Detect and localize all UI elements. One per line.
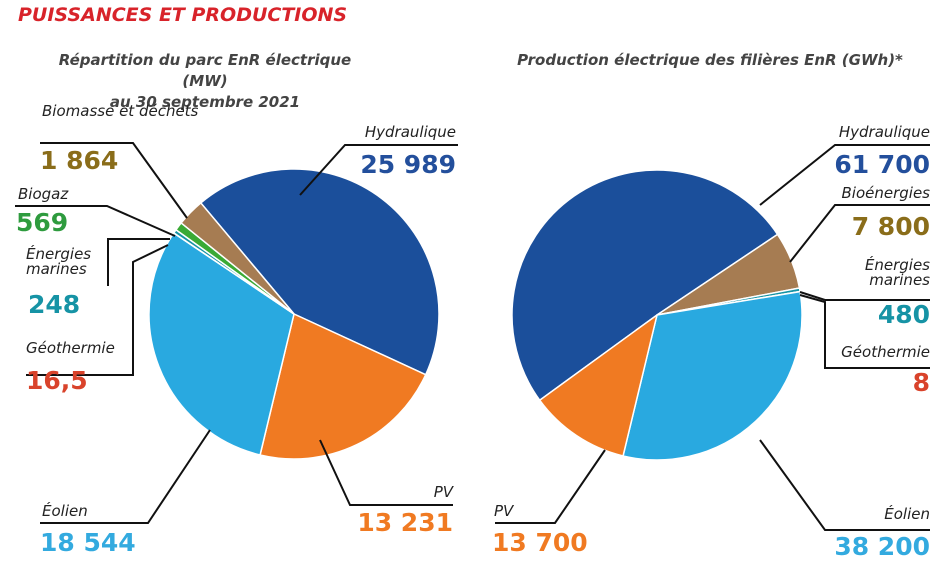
label-pv-right: PV — [494, 502, 514, 520]
label-pv-left: PV — [433, 483, 453, 501]
value-marines-left: 248 — [28, 290, 81, 319]
value-marines-right: 480 — [877, 300, 930, 329]
left-subtitle: au 30 septembre 2021 — [109, 93, 301, 111]
pie-slice-éolien — [148, 232, 295, 456]
value-pv-left: 13 231 — [357, 508, 453, 537]
leader-bio-right — [789, 204, 930, 263]
pie-right — [511, 169, 803, 461]
label-biomasse: Biomasse et déchets — [42, 102, 199, 120]
label-marines-left: Énergies marines — [26, 245, 92, 278]
label-marines-right: Énergies marines — [864, 256, 930, 289]
pie-slice-biomasse-et-déchets — [180, 201, 295, 315]
value-biomasse: 1 864 — [40, 146, 119, 175]
pie-slice-pv — [538, 313, 659, 457]
leader-marines-right — [799, 291, 930, 301]
leader-marines-left — [107, 238, 170, 286]
value-hydro-left: 25 989 — [360, 150, 456, 179]
leader-biogaz — [15, 205, 176, 237]
label-eolien-left: Éolien — [42, 502, 88, 520]
leader-geothermie-right — [799, 294, 930, 369]
label-bio-right: Bioénergies — [841, 184, 931, 202]
value-bio-right: 7 800 — [851, 212, 930, 241]
leader-hydro-left — [299, 144, 458, 196]
pie-slice-pv — [259, 312, 427, 460]
label-hydro-right: Hydraulique — [838, 123, 930, 141]
label-biogaz: Biogaz — [18, 185, 69, 203]
leader-eolien-left — [40, 429, 211, 524]
section-title: PUISSANCES ET PRODUCTIONS — [18, 4, 348, 26]
leader-eolien-right — [759, 439, 930, 531]
pie-slice-hydraulique — [199, 168, 440, 376]
leader-pv-left — [319, 439, 453, 506]
right-chart-title: Production électrique des filières EnR (… — [517, 51, 903, 69]
leader-pv-right — [495, 449, 606, 524]
label-hydro-left: Hydraulique — [364, 123, 456, 141]
value-eolien-left: 18 544 — [40, 528, 136, 557]
value-hydro-right: 61 700 — [834, 150, 930, 179]
label-geothermie-left: Géothermie — [26, 339, 115, 357]
leader-lines — [15, 142, 930, 531]
value-geothermie-right: 8 — [912, 368, 930, 397]
leader-biomasse — [40, 142, 188, 219]
pie-left — [148, 168, 440, 460]
left-title: Répartition du parc EnR électrique (MW) — [58, 51, 352, 90]
value-geothermie-left: 16,5 — [26, 366, 88, 395]
value-eolien-right: 38 200 — [834, 532, 930, 561]
leader-geothermie-left — [26, 244, 169, 376]
left-chart-title: Répartition du parc EnR électrique (MW) … — [40, 50, 370, 113]
value-pv-right: 13 700 — [492, 528, 588, 557]
label-geothermie-right: Géothermie — [841, 343, 930, 361]
label-eolien-right: Éolien — [884, 505, 930, 523]
value-biogaz: 569 — [16, 208, 69, 237]
pie-slice-hydraulique — [511, 169, 779, 402]
leader-hydro-right — [759, 144, 930, 206]
pie-slice-éolien — [622, 290, 803, 461]
